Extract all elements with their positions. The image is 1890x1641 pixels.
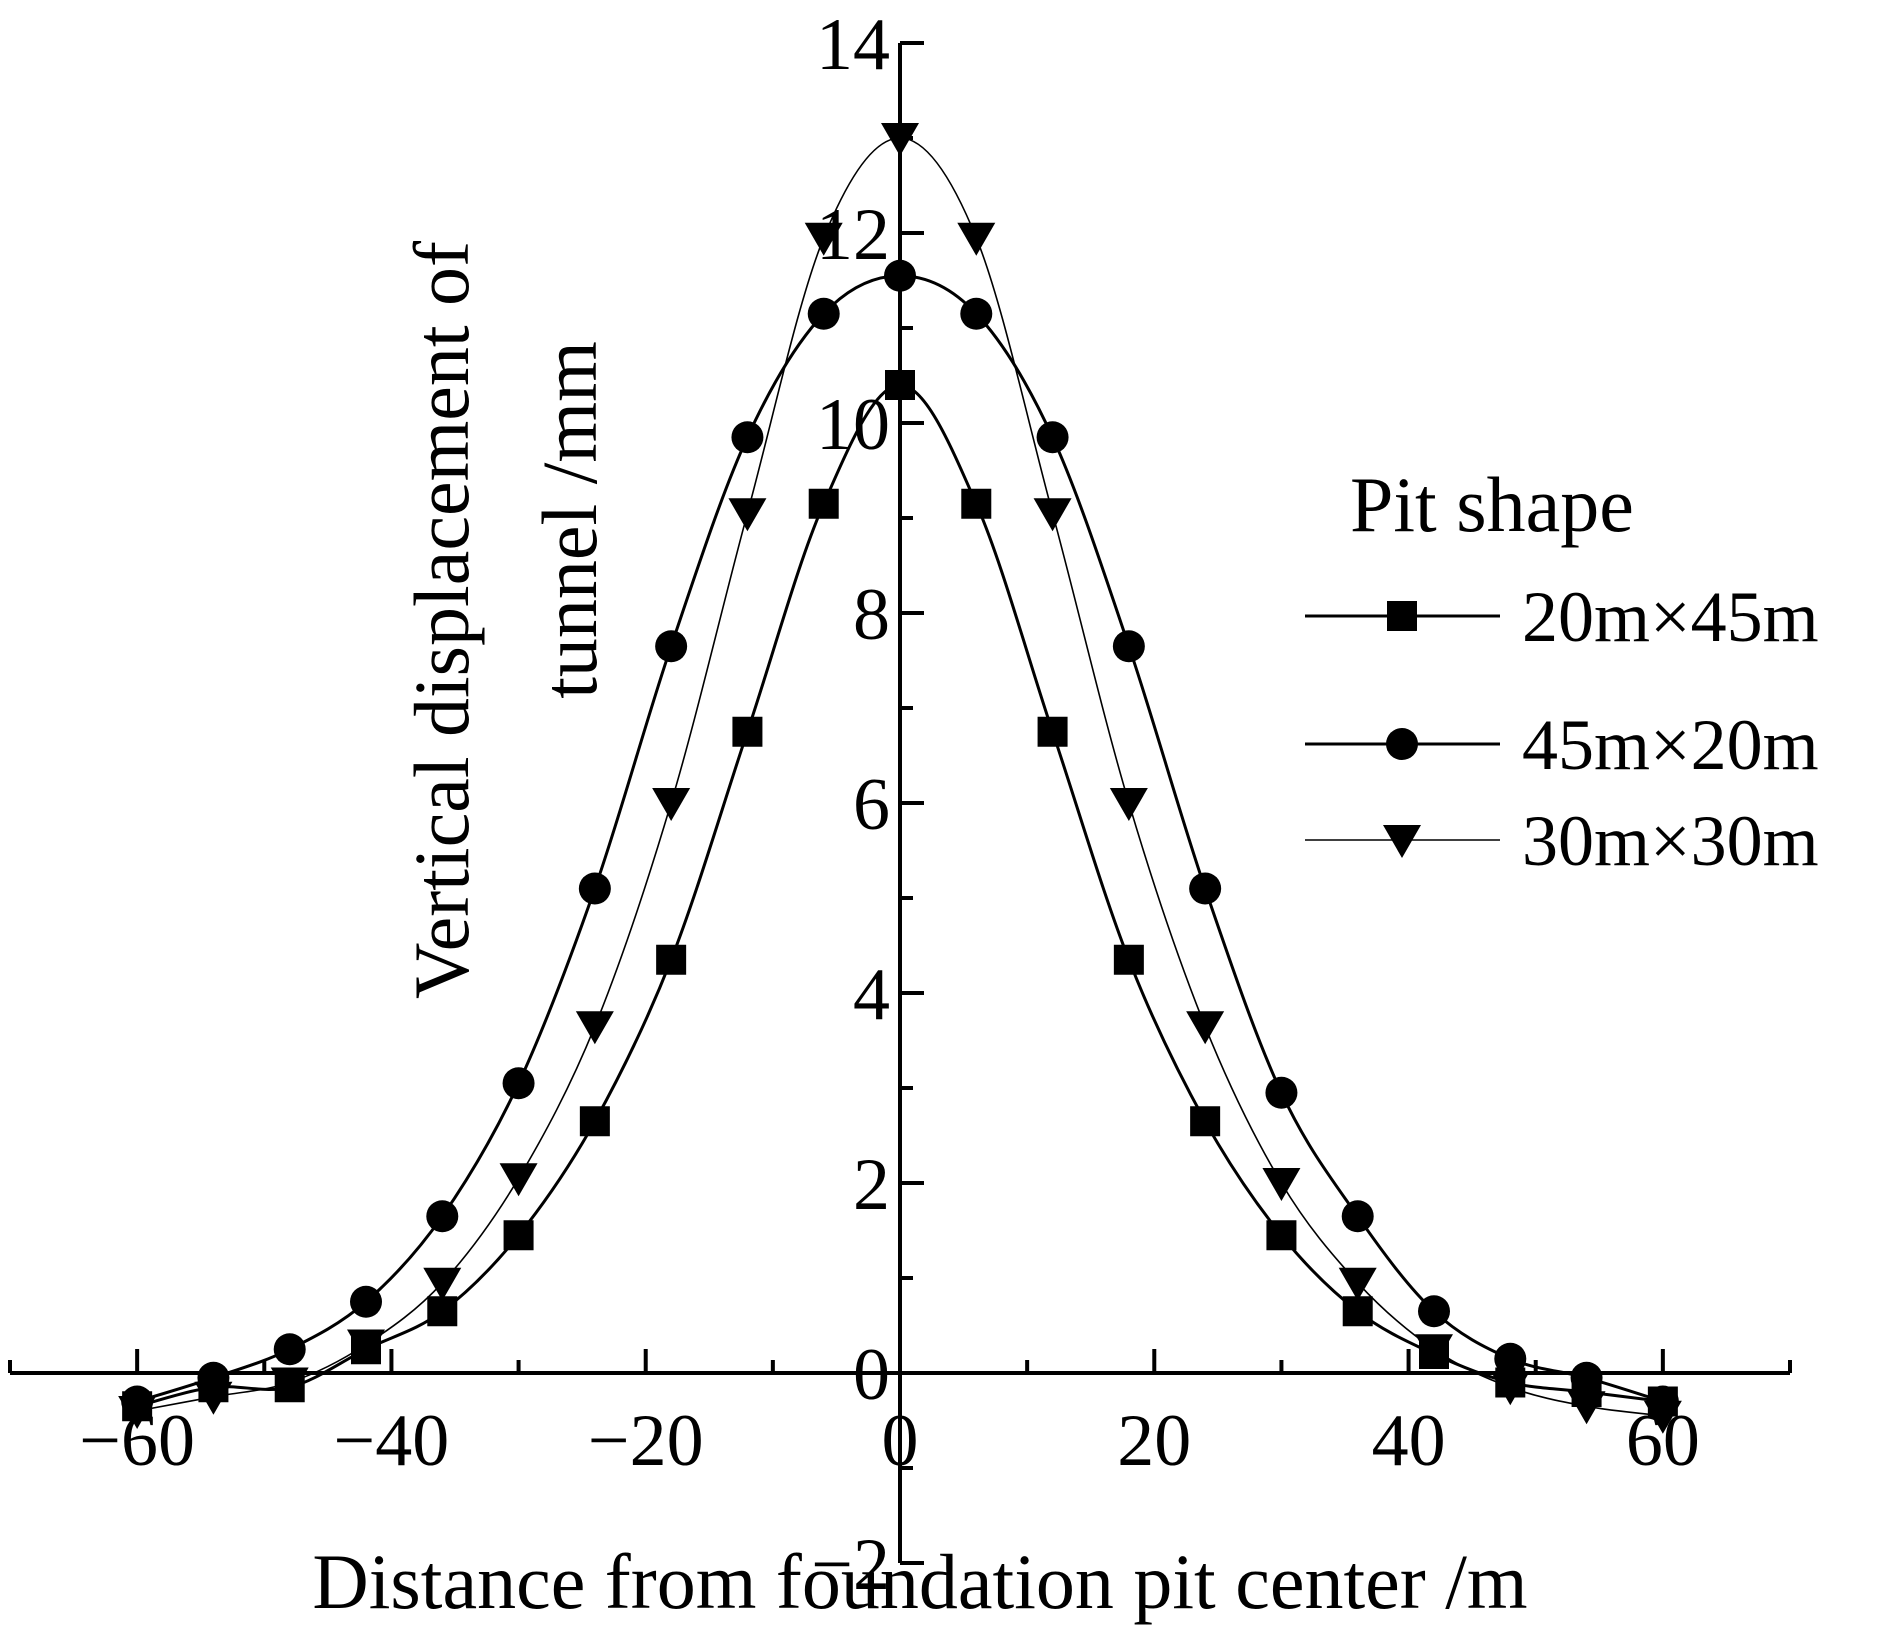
data-point-triangle-down	[1186, 1011, 1225, 1045]
data-point-circle	[807, 297, 840, 330]
data-point-circle	[884, 259, 916, 292]
y-tick-label: 14	[816, 4, 890, 86]
data-point-circle	[502, 1067, 535, 1100]
data-point-circle	[731, 421, 764, 454]
data-point-triangle-down	[1338, 1267, 1377, 1301]
data-point-square	[503, 1220, 534, 1251]
data-point-triangle-down	[728, 498, 767, 532]
legend: Pit shape 20m×45m 45m×20m 30m×30m	[1305, 461, 1819, 881]
data-point-square	[808, 488, 839, 519]
data-point-square	[885, 370, 915, 400]
x-tick-label: −40	[334, 1400, 450, 1482]
data-point-square	[427, 1296, 458, 1327]
x-tick-label: −20	[588, 1400, 704, 1482]
data-point-triangle-down	[1262, 1168, 1301, 1201]
legend-label: 30m×30m	[1522, 801, 1819, 881]
data-point-circle	[273, 1333, 306, 1366]
data-point-triangle-down	[881, 123, 919, 156]
series-markers	[118, 123, 1682, 1434]
legend-label: 45m×20m	[1522, 705, 1819, 785]
y-tick-label: 8	[853, 574, 890, 656]
data-point-square	[1266, 1220, 1297, 1251]
y-axis-title-line2: tunnel /mm	[526, 341, 613, 698]
y-tick-label: 2	[853, 1144, 890, 1226]
data-point-triangle-down	[1033, 498, 1072, 532]
data-point-circle	[960, 297, 993, 330]
data-point-circle	[1570, 1361, 1603, 1394]
data-point-triangle-down	[652, 788, 691, 821]
y-axis-title-line1: Vertical displacement of	[398, 241, 485, 999]
data-point-square	[732, 716, 763, 747]
y-tick-label: −2	[811, 1524, 890, 1606]
data-point-circle	[426, 1200, 459, 1233]
data-point-triangle-down	[1643, 1400, 1682, 1434]
x-tick-label: −60	[79, 1400, 195, 1482]
legend-label: 20m×45m	[1522, 577, 1819, 657]
y-tick-label: 12	[816, 194, 890, 276]
data-point-triangle-down	[1491, 1372, 1530, 1406]
y-tick-label: 0	[853, 1334, 890, 1416]
data-point-triangle-down	[270, 1367, 309, 1401]
data-point-triangle-down	[1567, 1391, 1606, 1425]
data-point-square	[1113, 944, 1144, 975]
y-tick-label: 4	[853, 954, 890, 1036]
data-point-circle	[350, 1285, 382, 1318]
data-point-circle	[1494, 1342, 1527, 1375]
data-point-triangle-down	[1109, 788, 1148, 821]
data-point-circle	[1189, 872, 1222, 905]
x-tick-label: 60	[1626, 1400, 1700, 1482]
data-point-triangle-down	[194, 1381, 233, 1415]
data-point-circle	[1112, 630, 1145, 663]
y-tick-label: 6	[853, 764, 890, 846]
x-tick-label: 20	[1117, 1400, 1191, 1482]
data-point-triangle-down	[423, 1267, 462, 1301]
y-tick-label: 10	[816, 384, 890, 466]
data-point-triangle-down	[499, 1163, 538, 1197]
x-axis-title: Distance from foundation pit center /m	[312, 1538, 1527, 1625]
legend-marker-square	[1387, 601, 1417, 631]
legend-title: Pit shape	[1350, 461, 1634, 548]
data-point-square	[656, 944, 687, 975]
data-point-square	[579, 1106, 610, 1137]
data-point-circle	[1341, 1200, 1374, 1233]
data-point-square	[1190, 1106, 1221, 1137]
data-point-triangle-down	[575, 1011, 614, 1045]
data-point-triangle-down	[118, 1396, 157, 1429]
x-tick-label: 40	[1372, 1400, 1446, 1482]
data-point-triangle-down	[1415, 1334, 1453, 1368]
data-point-triangle-down	[347, 1329, 385, 1363]
x-tick-label: 0	[882, 1400, 919, 1482]
data-point-square	[1037, 716, 1068, 747]
data-point-triangle-down	[957, 222, 996, 256]
data-point-circle	[1036, 421, 1069, 454]
data-point-circle	[578, 872, 611, 905]
legend-marker-circle	[1386, 728, 1418, 760]
data-point-circle	[1265, 1076, 1298, 1109]
data-point-triangle-down	[804, 222, 843, 256]
data-point-circle	[655, 630, 688, 663]
data-point-square	[1342, 1296, 1373, 1327]
data-point-circle	[1418, 1295, 1450, 1328]
legend-marker-triangle-down	[1383, 825, 1421, 858]
data-point-square	[961, 488, 992, 519]
